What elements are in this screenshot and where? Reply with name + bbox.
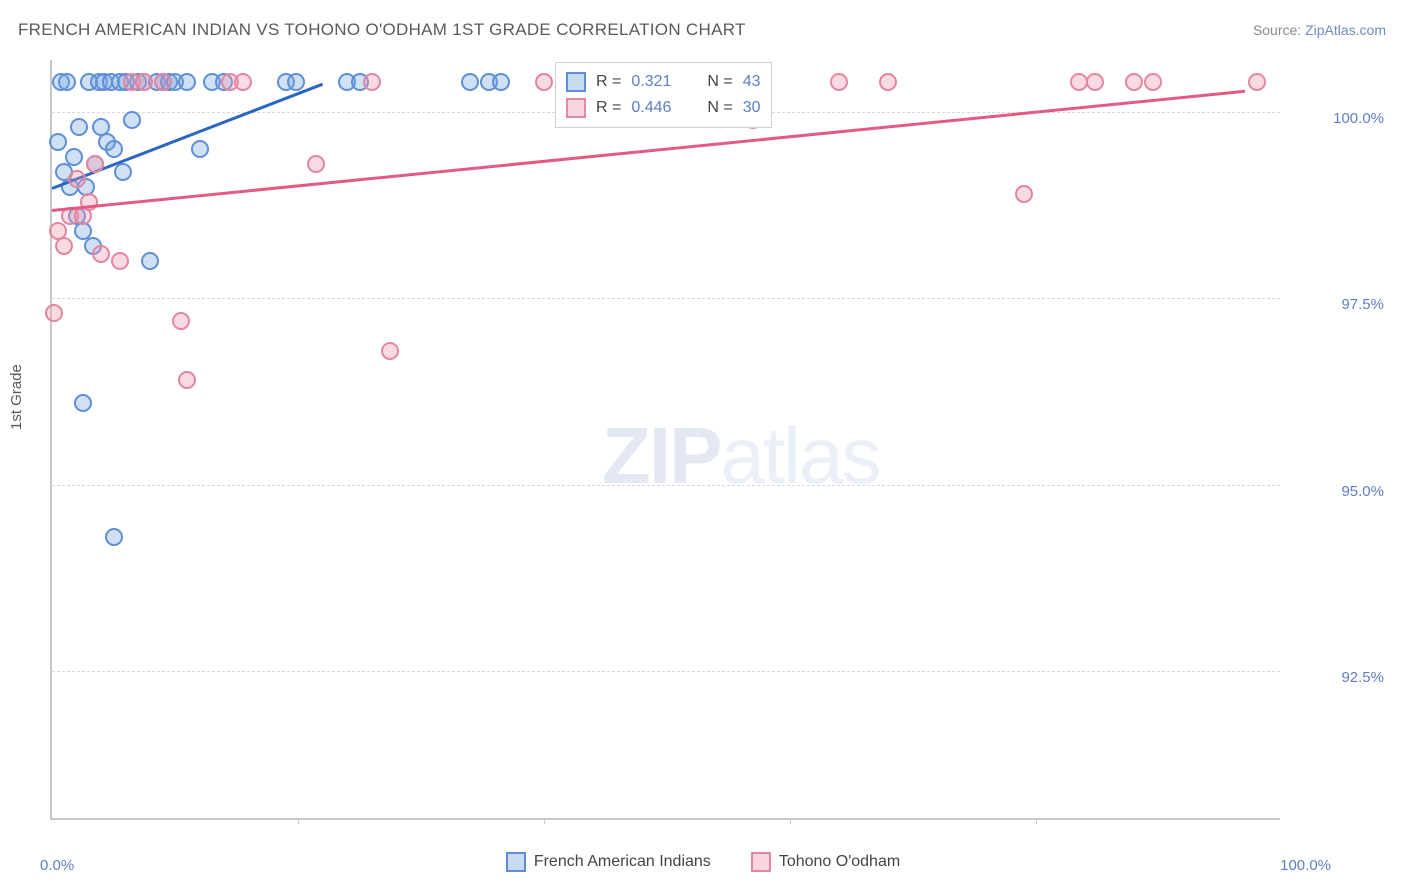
legend-swatch <box>751 852 771 872</box>
watermark-light: atlas <box>720 411 879 500</box>
data-point <box>105 528 123 546</box>
x-tick-label-right: 100.0% <box>1280 857 1331 874</box>
data-point <box>879 73 897 91</box>
r-label: R = <box>596 73 621 91</box>
data-point <box>49 133 67 151</box>
stats-row: R = 0.321 N = 43 <box>566 69 761 95</box>
x-tick-label-left: 0.0% <box>40 857 74 874</box>
source-prefix: Source: <box>1253 22 1305 38</box>
y-axis-label: 1st Grade <box>8 364 25 430</box>
data-point <box>363 73 381 91</box>
source-link[interactable]: ZipAtlas.com <box>1305 22 1386 38</box>
data-point <box>68 170 86 188</box>
data-point <box>114 163 132 181</box>
r-label: R = <box>596 99 621 117</box>
data-point <box>141 252 159 270</box>
n-value: 30 <box>743 99 761 117</box>
data-point <box>191 140 209 158</box>
data-point <box>86 155 104 173</box>
legend-swatch <box>506 852 526 872</box>
y-tick-label: 92.5% <box>1341 669 1384 686</box>
stats-legend-box: R = 0.321 N = 43 R = 0.446 N = 30 <box>555 62 772 128</box>
watermark-bold: ZIP <box>602 411 720 500</box>
data-point <box>135 73 153 91</box>
data-point <box>830 73 848 91</box>
x-minor-tick <box>790 818 791 824</box>
data-point <box>111 252 129 270</box>
n-label: N = <box>707 99 732 117</box>
legend-item: Tohono O'odham <box>751 852 900 872</box>
x-minor-tick <box>544 818 545 824</box>
stats-row: R = 0.446 N = 30 <box>566 95 761 121</box>
data-point <box>65 148 83 166</box>
gridline <box>52 485 1280 486</box>
legend-item: French American Indians <box>506 852 711 872</box>
data-point <box>307 155 325 173</box>
data-point <box>55 237 73 255</box>
n-label: N = <box>707 73 732 91</box>
data-point <box>45 304 63 322</box>
data-point <box>178 73 196 91</box>
data-point <box>1015 185 1033 203</box>
data-point <box>1125 73 1143 91</box>
x-minor-tick <box>298 818 299 824</box>
data-point <box>535 73 553 91</box>
data-point <box>154 73 172 91</box>
data-point <box>178 371 196 389</box>
chart-title: FRENCH AMERICAN INDIAN VS TOHONO O'ODHAM… <box>18 20 746 40</box>
data-point <box>74 394 92 412</box>
data-point <box>1248 73 1266 91</box>
r-value: 0.446 <box>631 99 671 117</box>
data-point <box>172 312 190 330</box>
data-point <box>234 73 252 91</box>
watermark: ZIPatlas <box>602 410 879 502</box>
data-point <box>58 73 76 91</box>
gridline <box>52 298 1280 299</box>
y-tick-label: 100.0% <box>1333 110 1384 127</box>
n-value: 43 <box>743 73 761 91</box>
source-attribution: Source: ZipAtlas.com <box>1253 22 1386 38</box>
data-point <box>92 245 110 263</box>
bottom-legend: French American Indians Tohono O'odham <box>0 852 1406 872</box>
data-point <box>70 118 88 136</box>
chart-plot-area: ZIPatlas <box>50 60 1280 820</box>
x-minor-tick <box>1036 818 1037 824</box>
legend-swatch <box>566 72 586 92</box>
legend-label: French American Indians <box>534 853 711 871</box>
data-point <box>1144 73 1162 91</box>
data-point <box>105 140 123 158</box>
trend-line <box>51 82 323 189</box>
legend-swatch <box>566 98 586 118</box>
data-point <box>492 73 510 91</box>
legend-label: Tohono O'odham <box>779 853 900 871</box>
gridline <box>52 671 1280 672</box>
y-tick-label: 95.0% <box>1341 483 1384 500</box>
data-point <box>123 111 141 129</box>
r-value: 0.321 <box>631 73 671 91</box>
data-point <box>287 73 305 91</box>
data-point <box>1086 73 1104 91</box>
data-point <box>461 73 479 91</box>
data-point <box>381 342 399 360</box>
y-tick-label: 97.5% <box>1341 296 1384 313</box>
